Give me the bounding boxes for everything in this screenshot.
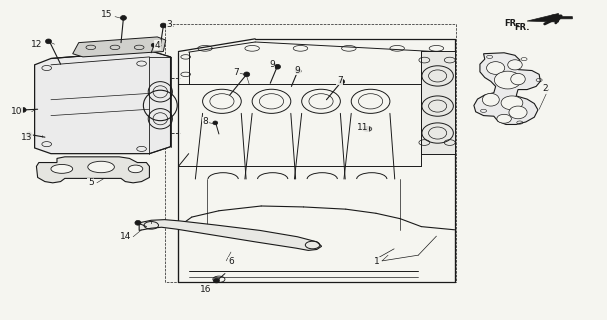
Ellipse shape — [510, 73, 525, 85]
Ellipse shape — [295, 69, 301, 74]
Text: 10: 10 — [11, 107, 22, 116]
Ellipse shape — [509, 106, 527, 119]
Ellipse shape — [135, 220, 141, 225]
Text: FR.: FR. — [515, 23, 530, 32]
Text: 13: 13 — [21, 133, 33, 142]
Ellipse shape — [151, 43, 156, 47]
Ellipse shape — [214, 278, 220, 283]
Text: 12: 12 — [31, 40, 42, 49]
Text: 9: 9 — [270, 60, 275, 69]
Ellipse shape — [46, 39, 52, 44]
Text: 3: 3 — [166, 20, 172, 29]
Text: 7: 7 — [233, 68, 239, 77]
Ellipse shape — [243, 72, 249, 77]
Text: 14: 14 — [120, 232, 131, 241]
Ellipse shape — [501, 96, 523, 110]
Text: 1: 1 — [375, 257, 380, 266]
Ellipse shape — [160, 23, 166, 28]
Text: 6: 6 — [228, 257, 234, 266]
Polygon shape — [35, 51, 171, 154]
Polygon shape — [421, 51, 455, 154]
Text: 16: 16 — [200, 285, 211, 294]
Text: 7: 7 — [337, 76, 342, 84]
Text: 15: 15 — [101, 10, 113, 19]
Ellipse shape — [274, 64, 280, 69]
Text: 9: 9 — [294, 66, 300, 75]
Ellipse shape — [120, 15, 126, 20]
Ellipse shape — [88, 161, 114, 173]
Polygon shape — [36, 157, 149, 183]
Polygon shape — [139, 220, 322, 251]
Text: 8: 8 — [203, 117, 208, 126]
Text: 4: 4 — [154, 41, 160, 50]
Ellipse shape — [483, 93, 500, 106]
Text: 11: 11 — [357, 123, 368, 132]
Text: FR.: FR. — [504, 19, 520, 28]
Ellipse shape — [364, 126, 370, 131]
Ellipse shape — [26, 132, 32, 137]
Ellipse shape — [497, 114, 511, 123]
Ellipse shape — [487, 62, 504, 74]
Ellipse shape — [507, 60, 522, 70]
Text: 2: 2 — [543, 84, 548, 93]
Polygon shape — [527, 13, 572, 22]
Polygon shape — [474, 53, 540, 124]
Ellipse shape — [20, 108, 26, 112]
Ellipse shape — [128, 165, 143, 173]
Ellipse shape — [51, 164, 73, 173]
Ellipse shape — [339, 79, 345, 84]
Polygon shape — [73, 37, 166, 57]
Ellipse shape — [495, 71, 521, 89]
Ellipse shape — [213, 121, 218, 125]
Text: 5: 5 — [88, 178, 93, 187]
